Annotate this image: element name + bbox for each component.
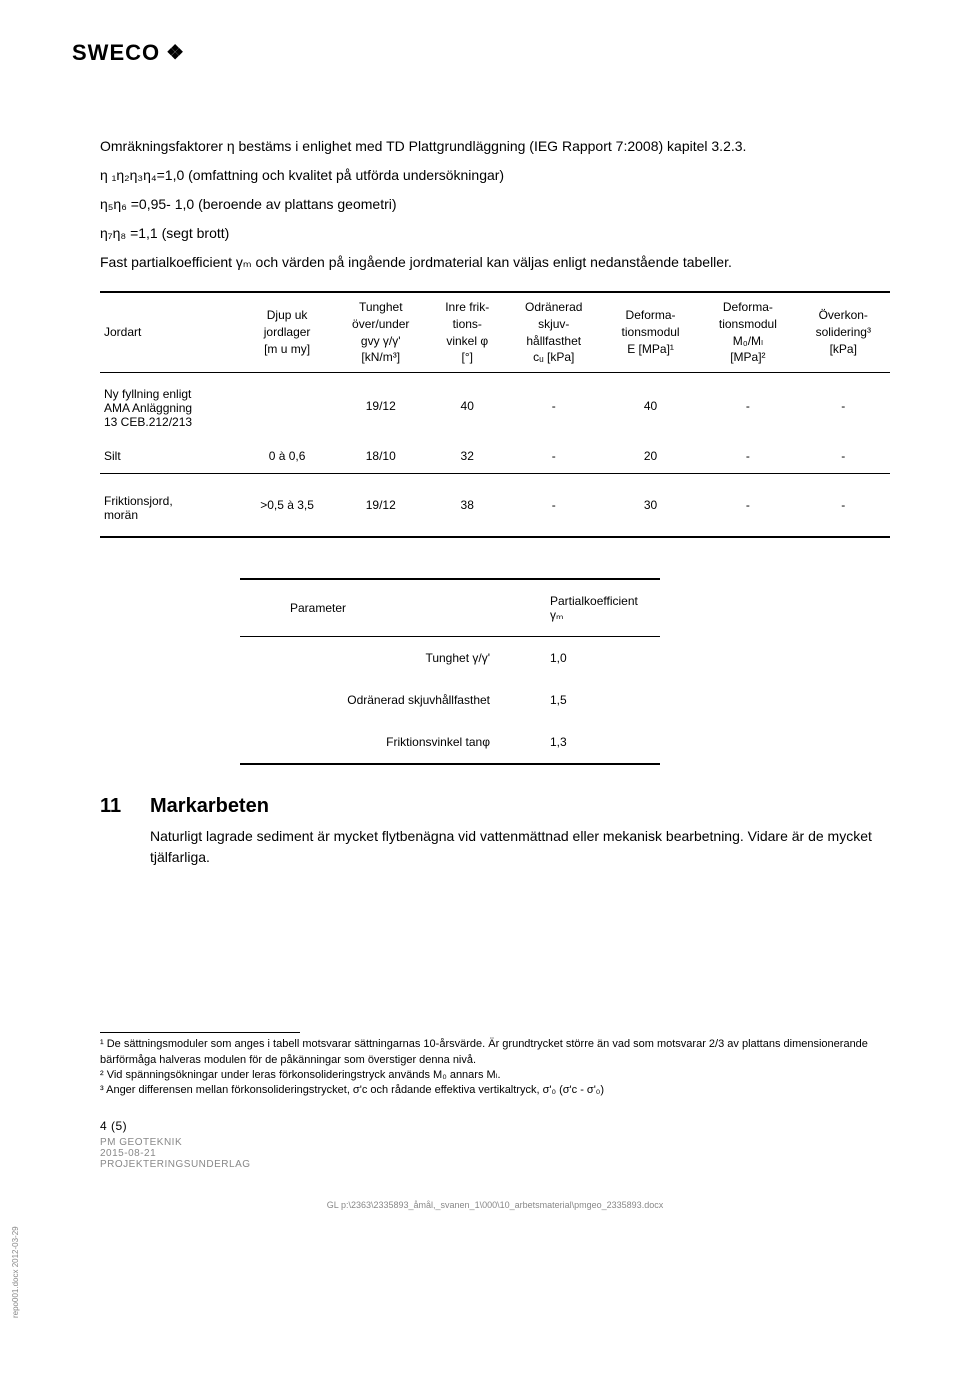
cell: - (699, 373, 796, 440)
cell: 0 à 0,6 (242, 439, 333, 474)
th-tunghet: Tunghet över/under gvy γ/γ' [kN/m³] (333, 292, 429, 373)
cell: - (797, 373, 890, 440)
table-row-label: Friktionsjord, morän (100, 474, 242, 538)
footnotes: ¹ De sättningsmoduler som anges i tabell… (100, 1032, 890, 1099)
logo-text: SWECO (72, 40, 160, 66)
intro-line2: η₅η₆ =0,95- 1,0 (beroende av plattans ge… (100, 194, 890, 215)
section-title: Markarbeten (150, 795, 890, 818)
footer-line2: 2015-08-21 (100, 1148, 890, 1159)
footer-line3: PROJEKTERINGSUNDERLAG (100, 1159, 890, 1170)
cell: 19/12 (333, 474, 429, 538)
intro-line3: η₇η₈ =1,1 (segt brott) (100, 223, 890, 244)
footer: 4 (5) PM GEOTEKNIK 2015-08-21 PROJEKTERI… (100, 1119, 890, 1170)
row-label: Tunghet γ/γ' (240, 637, 540, 680)
side-text: repo001.docx 2012-03-29 (11, 1226, 20, 1318)
cell: 40 (602, 373, 699, 440)
th-odranerad: Odränerad skjuv- hållfasthet cᵤ [kPa] (506, 292, 602, 373)
cell: 32 (429, 439, 506, 474)
cell: 20 (602, 439, 699, 474)
intro-para2: Fast partialkoefficient γₘ och värden på… (100, 252, 890, 273)
th-def1: Deforma- tionsmodul E [MPa]¹ (602, 292, 699, 373)
footer-line1: PM GEOTEKNIK (100, 1137, 890, 1148)
th-partial: Partialkoefficient γₘ (540, 579, 660, 637)
cell: >0,5 à 3,5 (242, 474, 333, 538)
cell: - (506, 439, 602, 474)
cell: - (797, 474, 890, 538)
cell (242, 373, 333, 440)
row-label: Friktionsvinkel tanφ (240, 721, 540, 764)
document-path: GL p:\2363\2335893_åmål,_svanen_1\000\10… (100, 1200, 890, 1210)
cell: - (506, 373, 602, 440)
partial-coefficient-table: Parameter Partialkoefficient γₘ Tunghet … (240, 578, 660, 765)
cell: - (699, 439, 796, 474)
cell: 40 (429, 373, 506, 440)
cell: 1,3 (540, 721, 660, 764)
intro-line1: η ₁η₂η₃η₄=1,0 (omfattning och kvalitet p… (100, 165, 890, 186)
soil-properties-table: Jordart Djup uk jordlager [m u my] Tungh… (100, 291, 890, 538)
section-number: 11 (100, 795, 126, 872)
th-jordart: Jordart (100, 292, 242, 373)
cell: - (506, 474, 602, 538)
cell: 1,0 (540, 637, 660, 680)
logo: SWECO ❖ (72, 40, 890, 66)
cell: - (797, 439, 890, 474)
row-label: Odränerad skjuvhållfasthet (240, 679, 540, 721)
cell: - (699, 474, 796, 538)
th-overkon: Överkon- solidering³ [kPa] (797, 292, 890, 373)
footnote-rule (100, 1032, 300, 1033)
cell: 18/10 (333, 439, 429, 474)
logo-icon: ❖ (166, 43, 185, 63)
page-number: 4 (5) (100, 1119, 890, 1133)
table-row-label: Ny fyllning enligt AMA Anläggning 13 CEB… (100, 373, 242, 440)
footnote-1: ¹ De sättningsmoduler som anges i tabell… (100, 1037, 890, 1068)
th-frik: Inre frik- tions- vinkel φ [°] (429, 292, 506, 373)
intro-para1: Omräkningsfaktorer η bestäms i enlighet … (100, 136, 890, 157)
section-11: 11 Markarbeten Naturligt lagrade sedimen… (100, 795, 890, 872)
cell: 1,5 (540, 679, 660, 721)
cell: 38 (429, 474, 506, 538)
th-parameter: Parameter (240, 579, 540, 637)
section-body-text: Naturligt lagrade sediment är mycket fly… (150, 826, 890, 868)
table-row-label: Silt (100, 439, 242, 474)
th-djup: Djup uk jordlager [m u my] (242, 292, 333, 373)
footnote-2: ² Vid spänningsökningar under leras förk… (100, 1068, 890, 1083)
th-def2: Deforma- tionsmodul M₀/Mₗ [MPa]² (699, 292, 796, 373)
footnote-3: ³ Anger differensen mellan förkonsolider… (100, 1083, 890, 1098)
cell: 19/12 (333, 373, 429, 440)
cell: 30 (602, 474, 699, 538)
